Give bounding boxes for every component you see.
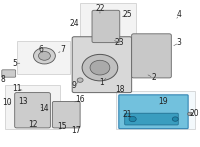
- Text: 14: 14: [40, 104, 49, 113]
- Text: 2: 2: [151, 73, 156, 82]
- Circle shape: [82, 54, 118, 81]
- Circle shape: [77, 78, 83, 82]
- Text: 4: 4: [177, 10, 182, 19]
- Text: 13: 13: [18, 97, 27, 106]
- Text: 20: 20: [189, 109, 199, 118]
- Text: 15: 15: [57, 122, 67, 131]
- Bar: [116, 91, 195, 129]
- Text: 22: 22: [95, 4, 105, 13]
- Bar: [80, 3, 136, 47]
- Text: 7: 7: [60, 45, 65, 55]
- Circle shape: [38, 51, 50, 60]
- FancyBboxPatch shape: [132, 34, 171, 78]
- FancyBboxPatch shape: [125, 113, 178, 125]
- Text: 18: 18: [115, 85, 125, 94]
- Circle shape: [90, 60, 110, 75]
- Bar: [5, 85, 60, 129]
- Text: 16: 16: [75, 95, 85, 105]
- FancyBboxPatch shape: [92, 10, 120, 43]
- Circle shape: [34, 48, 55, 64]
- Text: 8: 8: [0, 75, 5, 84]
- Circle shape: [172, 117, 178, 121]
- Text: 1: 1: [100, 78, 104, 87]
- Text: 9: 9: [72, 81, 77, 90]
- Text: 12: 12: [28, 120, 37, 130]
- Circle shape: [188, 112, 193, 116]
- FancyBboxPatch shape: [52, 101, 80, 128]
- Text: 10: 10: [2, 98, 12, 107]
- Text: 3: 3: [177, 38, 182, 47]
- FancyBboxPatch shape: [119, 95, 188, 129]
- FancyBboxPatch shape: [72, 37, 132, 93]
- Text: 25: 25: [123, 10, 133, 19]
- Text: 17: 17: [71, 126, 81, 135]
- FancyBboxPatch shape: [15, 93, 50, 128]
- Text: 21: 21: [123, 110, 132, 119]
- Text: 6: 6: [38, 45, 43, 55]
- Text: 23: 23: [115, 38, 125, 47]
- FancyBboxPatch shape: [2, 70, 16, 77]
- Text: 5: 5: [12, 59, 17, 68]
- Text: 11: 11: [12, 84, 21, 93]
- Bar: [17, 41, 70, 74]
- Circle shape: [129, 116, 136, 122]
- Text: 24: 24: [69, 19, 79, 28]
- Text: 19: 19: [159, 97, 168, 106]
